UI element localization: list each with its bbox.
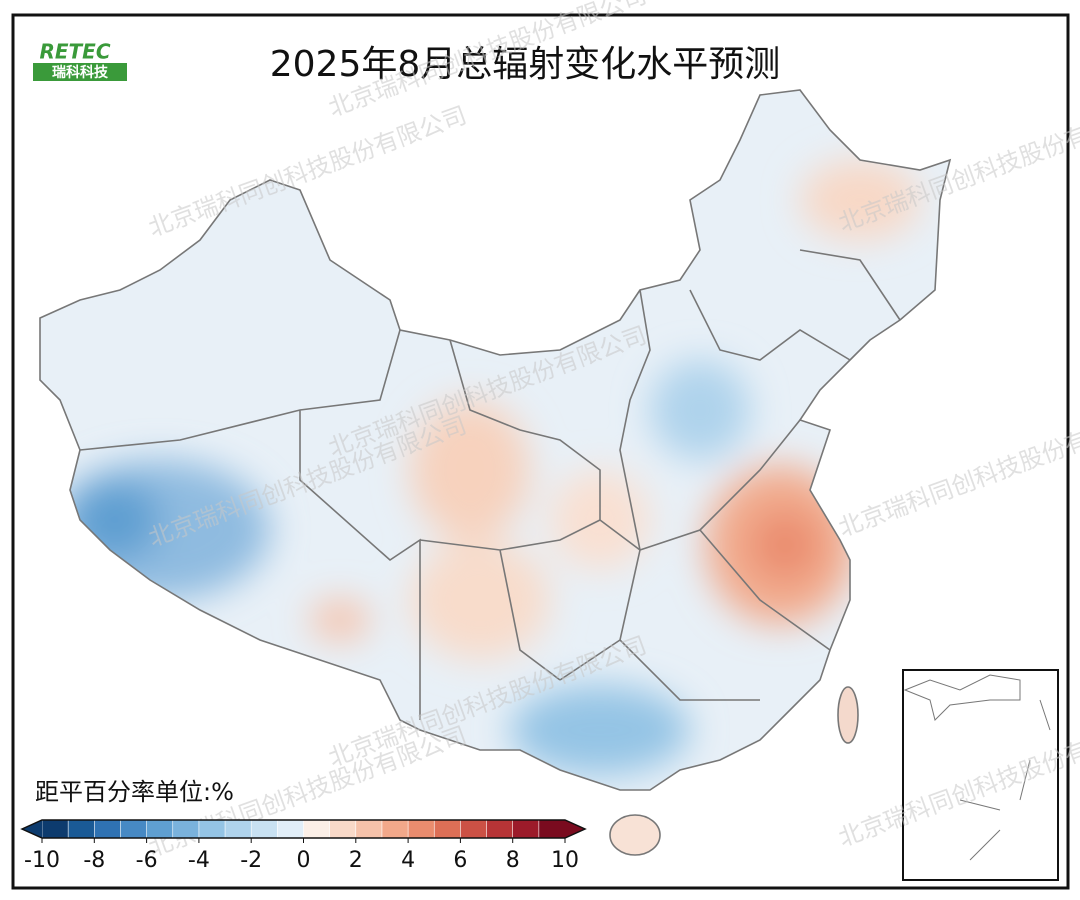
colorbar-extend-low	[22, 820, 42, 838]
colorbar-segment	[94, 819, 122, 839]
colorbar-segment	[198, 819, 226, 839]
colorbar-tick-label: -6	[136, 848, 158, 873]
logo: RETEC 瑞科科技	[33, 40, 127, 81]
colorbar-segment	[146, 819, 174, 839]
colorbar-segment	[486, 819, 514, 839]
colorbar-extend-high	[565, 820, 585, 838]
colorbar-tick-label: -2	[240, 848, 262, 873]
colorbar-segment	[172, 819, 200, 839]
colorbar-tick-label: -8	[83, 848, 105, 873]
colorbar-segment	[329, 819, 357, 839]
colorbar-tick-label: 2	[349, 848, 363, 873]
inset-map	[902, 669, 1059, 881]
colorbar: -10 -8 -6 -4 -2 0 2 4 6 8 10	[20, 819, 587, 873]
colorbar-segment	[381, 819, 409, 839]
colorbar-segment	[433, 819, 462, 839]
province-borders	[39, 89, 952, 856]
colorbar-segment	[224, 819, 252, 839]
colorbar-tick-label: 4	[401, 848, 415, 873]
colorbar-segment	[120, 819, 148, 839]
title: 2025年8月总辐射变化水平预测	[270, 44, 781, 85]
logo-brand: RETEC	[39, 40, 110, 64]
colorbar-segment	[512, 819, 540, 839]
colorbar-tick-label: 6	[453, 848, 467, 873]
colorbar-segment	[303, 819, 331, 839]
colorbar-tick-label: -4	[188, 848, 210, 873]
colorbar-tick-label: -10	[24, 848, 60, 873]
colorbar-tick-label: 0	[297, 848, 311, 873]
colorbar-segment	[460, 819, 488, 839]
colorbar-segment	[41, 819, 69, 839]
colorbar-segment	[407, 819, 435, 839]
colorbar-segment	[538, 819, 566, 839]
colorbar-tick-label: 8	[506, 848, 520, 873]
logo-name: 瑞科科技	[52, 64, 109, 81]
colorbar-segment	[250, 819, 278, 839]
colorbar-tick-label: 10	[551, 848, 579, 873]
colorbar-segment	[277, 819, 305, 839]
colorbar-segment	[355, 819, 383, 839]
colorbar-segment	[67, 819, 95, 839]
legend-title: 距平百分率单位:%	[35, 778, 234, 806]
